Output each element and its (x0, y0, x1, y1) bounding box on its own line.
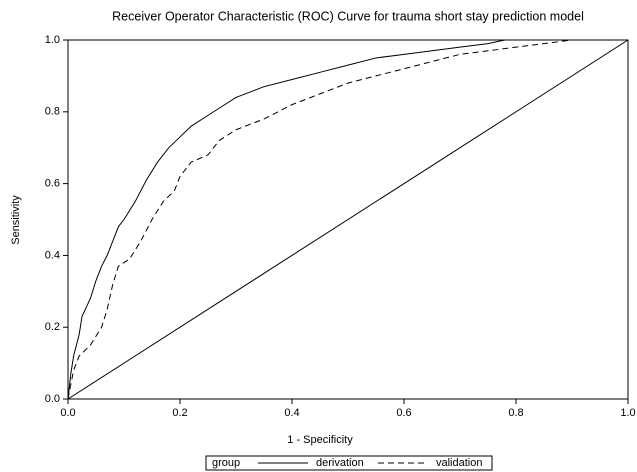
roc-line (67, 39, 628, 400)
x-tick-label: 0.4 (284, 407, 299, 419)
legend-box (205, 455, 493, 471)
y-tick-label: 0.2 (45, 321, 60, 333)
x-tick-label: 1.0 (620, 407, 635, 419)
x-tick-label: 0.8 (508, 407, 523, 419)
y-axis-label: Sensitivity (10, 195, 22, 245)
x-tick-label: 0.6 (396, 407, 411, 419)
roc-line (67, 39, 628, 400)
y-tick-label: 0.4 (45, 249, 60, 261)
x-axis-label: 1 - Specificity (287, 434, 353, 446)
x-tick-label: 0.0 (60, 407, 75, 419)
legend-title: group (212, 457, 240, 469)
y-tick-label: 0.6 (45, 178, 60, 190)
plot-frame (67, 39, 629, 400)
legend-label: validation (436, 457, 482, 469)
roc-line (67, 39, 629, 400)
y-tick-label: 1.0 (45, 34, 60, 46)
legend-label: derivation (316, 457, 364, 469)
chart-title: Receiver Operator Characteristic (ROC) C… (112, 9, 584, 23)
y-tick-label: 0.8 (45, 106, 60, 118)
x-tick-label: 0.2 (172, 407, 187, 419)
y-tick-label: 0.0 (45, 393, 60, 405)
